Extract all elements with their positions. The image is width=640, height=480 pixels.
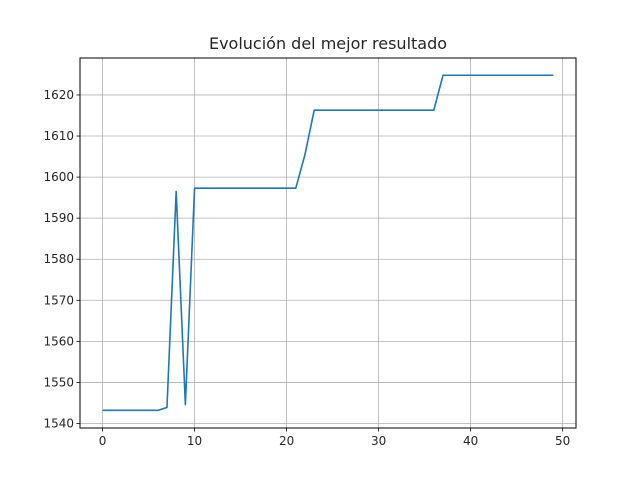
y-tick-label: 1610 <box>43 129 74 143</box>
y-tick-label: 1590 <box>43 211 74 225</box>
chart-title: Evolución del mejor resultado <box>209 34 447 53</box>
x-tick-label: 10 <box>187 434 202 448</box>
x-tick-label: 30 <box>371 434 386 448</box>
plot-frame <box>79 57 577 429</box>
y-tick-label: 1540 <box>43 416 74 430</box>
grid-lines <box>80 58 576 428</box>
series-line <box>102 74 554 412</box>
x-tick-label: 0 <box>99 434 107 448</box>
y-tick-label: 1560 <box>43 334 74 348</box>
series-layer <box>102 74 554 412</box>
y-tick-label: 1570 <box>43 293 74 307</box>
x-tick-label: 40 <box>463 434 478 448</box>
axis-ticks: 0 10 20 30 40 50 1540 1550 1560 1570 1580 1590 1600 1… <box>43 88 570 448</box>
y-tick-label: 1600 <box>43 170 74 184</box>
x-tick-label: 20 <box>279 434 294 448</box>
x-tick-label: 50 <box>555 434 570 448</box>
y-tick-label: 1550 <box>43 375 74 389</box>
y-tick-label: 1620 <box>43 88 74 102</box>
y-tick-label: 1580 <box>43 252 74 266</box>
